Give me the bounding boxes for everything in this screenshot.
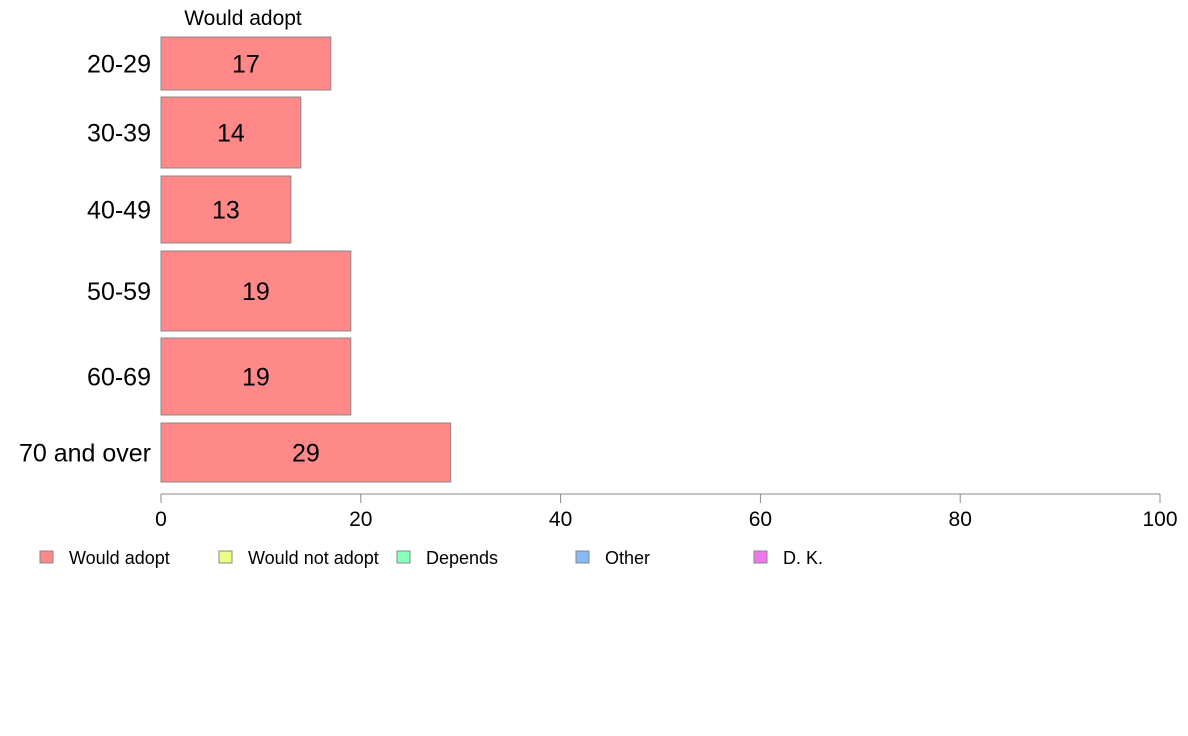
x-tick-label: 40 [549,508,572,531]
legend-swatch [218,550,233,564]
bar-70-and-over [160,422,452,483]
category-label: 60-69 [87,364,151,392]
value-label: 14 [217,120,245,148]
category-label: 70 and over [19,440,151,468]
bar-40-49 [160,175,292,244]
category-label: 30-39 [87,120,151,148]
legend: Would adopt Would not adopt Depends Other D.… [39,548,823,568]
legend-label: Would not adopt [248,548,379,568]
legend-swatch [753,550,768,564]
series-header: Would adopt [184,7,302,30]
legend-swatch [39,550,54,564]
x-tick-label: 20 [349,508,372,531]
value-label: 13 [212,197,240,225]
value-label: 17 [232,51,260,79]
value-label: 19 [242,278,270,306]
bar-60-69 [160,337,352,416]
legend-label: Depends [426,548,498,568]
x-tick-label: 100 [1142,508,1177,531]
legend-swatch [575,550,590,564]
legend-label: Other [605,548,650,568]
bar-20-29 [160,36,332,91]
bar-50-59 [160,250,352,332]
value-label: 29 [292,440,320,468]
category-label: 20-29 [87,51,151,79]
bar-30-39 [160,96,302,169]
value-label: 19 [242,364,270,392]
x-axis: 0 20 40 60 80 100 [155,493,1178,531]
x-tick-label: 60 [749,508,772,531]
x-tick-label: 80 [949,508,972,531]
x-tick-label: 0 [155,508,167,531]
bars-layer: Would adopt 20-29 17 30-39 14 40-49 13 50-59 19 6… [19,7,452,483]
legend-swatch [396,550,411,564]
category-label: 50-59 [87,278,151,306]
category-label: 40-49 [87,197,151,225]
legend-label: D. K. [783,548,823,568]
legend-label: Would adopt [69,548,170,568]
